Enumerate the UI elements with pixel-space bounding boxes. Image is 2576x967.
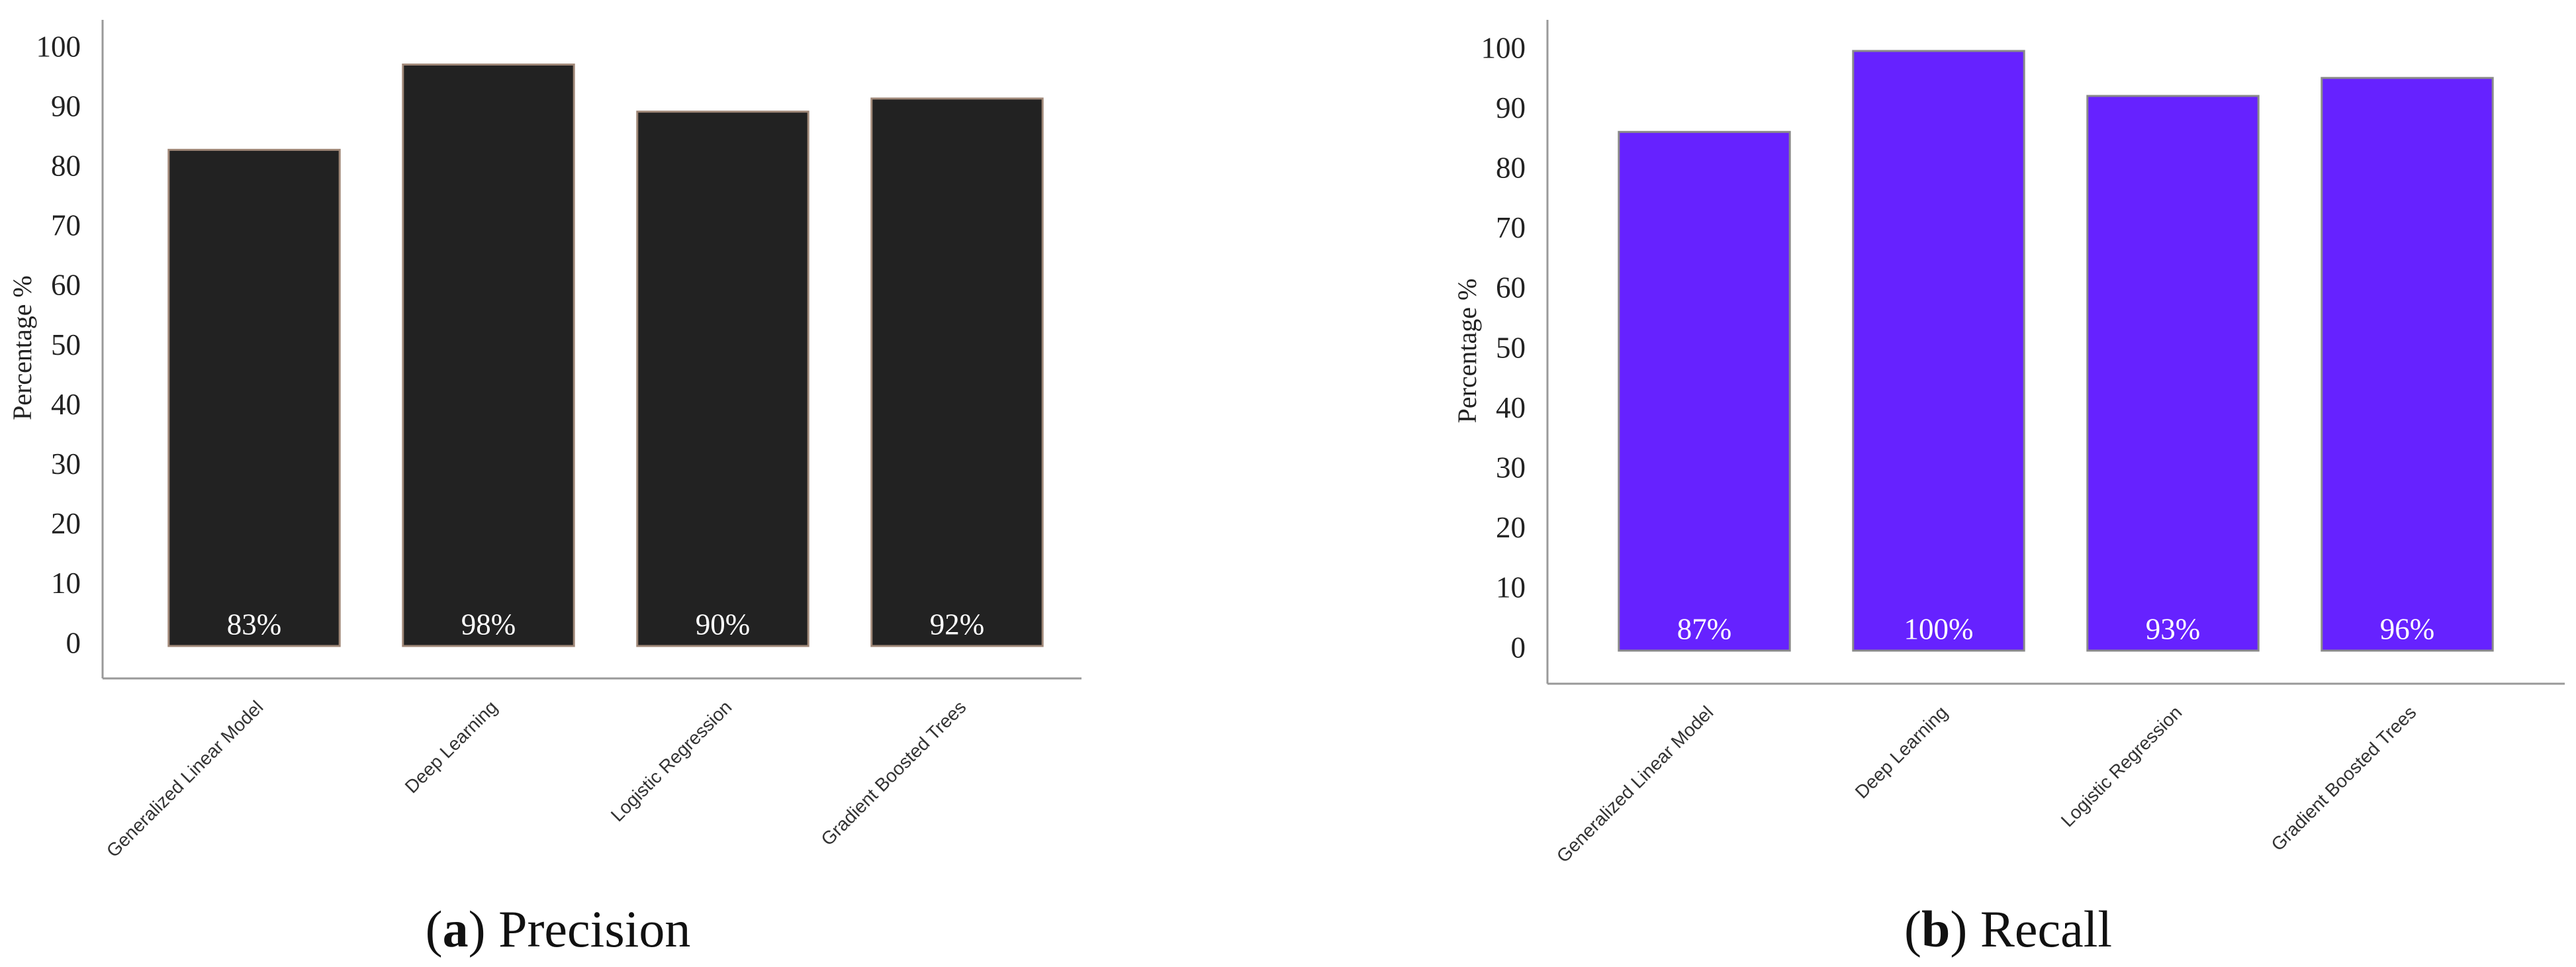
y-tick-label: 90 <box>1496 91 1526 124</box>
y-tick-label: 20 <box>1496 511 1526 544</box>
y-axis-title: Percentage % <box>1452 279 1482 424</box>
subcaption: (b) Recall <box>1904 900 2112 958</box>
y-tick-label: 20 <box>51 507 81 540</box>
bar <box>636 111 809 647</box>
y-tick-label: 100 <box>1481 31 1526 64</box>
subcaption-label: b <box>1921 900 1950 958</box>
x-tick-label: Generalized Linear Model <box>1553 702 1718 867</box>
y-tick-label: 70 <box>51 209 81 242</box>
y-tick-label: 30 <box>51 447 81 481</box>
bar <box>870 97 1044 647</box>
y-tick-label: 0 <box>1511 631 1526 664</box>
x-tick-label: Gradient Boosted Trees <box>817 697 970 850</box>
bar <box>2086 95 2260 652</box>
y-tick-label: 10 <box>51 567 81 600</box>
value-label: 93% <box>2146 612 2201 645</box>
bar <box>2321 77 2494 652</box>
y-tick-label: 40 <box>51 388 81 421</box>
paren: ( <box>426 900 443 958</box>
chart: 0 10 20 30 40 50 60 70 80 90 100 Percentage % 83% Gen… <box>7 20 1081 958</box>
y-tick-label: 10 <box>1496 571 1526 604</box>
bar <box>402 64 575 647</box>
paren: ( <box>1904 900 1921 958</box>
y-tick-label: 40 <box>1496 391 1526 424</box>
x-tick-label: Generalized Linear Model <box>103 697 267 862</box>
y-tick-label: 0 <box>66 626 81 659</box>
x-tick-label: Deep Learning <box>401 697 502 798</box>
x-tick-label: Logistic Regression <box>2057 702 2186 831</box>
value-label: 90% <box>696 608 751 641</box>
value-label: 96% <box>2380 612 2435 645</box>
chart: 0 10 20 30 40 50 60 70 80 90 100 Percentage % 87% Gen… <box>1452 20 2565 958</box>
value-label: 83% <box>227 608 282 641</box>
subcaption-label: a <box>443 900 469 958</box>
x-tick-label: Gradient Boosted Trees <box>2267 702 2420 855</box>
y-tick-label: 50 <box>51 328 81 361</box>
y-tick-label: 60 <box>1496 271 1526 304</box>
x-tick-label: Logistic Regression <box>607 697 736 826</box>
value-label: 98% <box>461 608 516 641</box>
value-label: 100% <box>1904 612 1974 645</box>
y-tick-label: 70 <box>1496 211 1526 244</box>
value-label: 87% <box>1677 612 1732 645</box>
x-tick-label: Deep Learning <box>1851 702 1952 803</box>
subcaption-title: Precision <box>498 900 690 958</box>
y-tick-label: 100 <box>36 30 81 63</box>
y-tick-label: 80 <box>51 150 81 183</box>
y-axis-title: Percentage % <box>7 275 37 420</box>
bar <box>1852 50 2025 652</box>
y-tick-label: 30 <box>1496 451 1526 484</box>
y-tick-label: 50 <box>1496 331 1526 364</box>
y-tick-label: 90 <box>51 89 81 122</box>
subcaption-title: Recall <box>1980 900 2112 958</box>
subcaption: (a) Precision <box>426 900 691 958</box>
y-tick-label: 60 <box>51 269 81 302</box>
bar <box>1618 130 1791 652</box>
paren: ) <box>1950 900 1980 958</box>
bar <box>167 148 341 647</box>
y-tick-label: 80 <box>1496 152 1526 185</box>
paren: ) <box>469 900 498 958</box>
value-label: 92% <box>930 608 985 641</box>
